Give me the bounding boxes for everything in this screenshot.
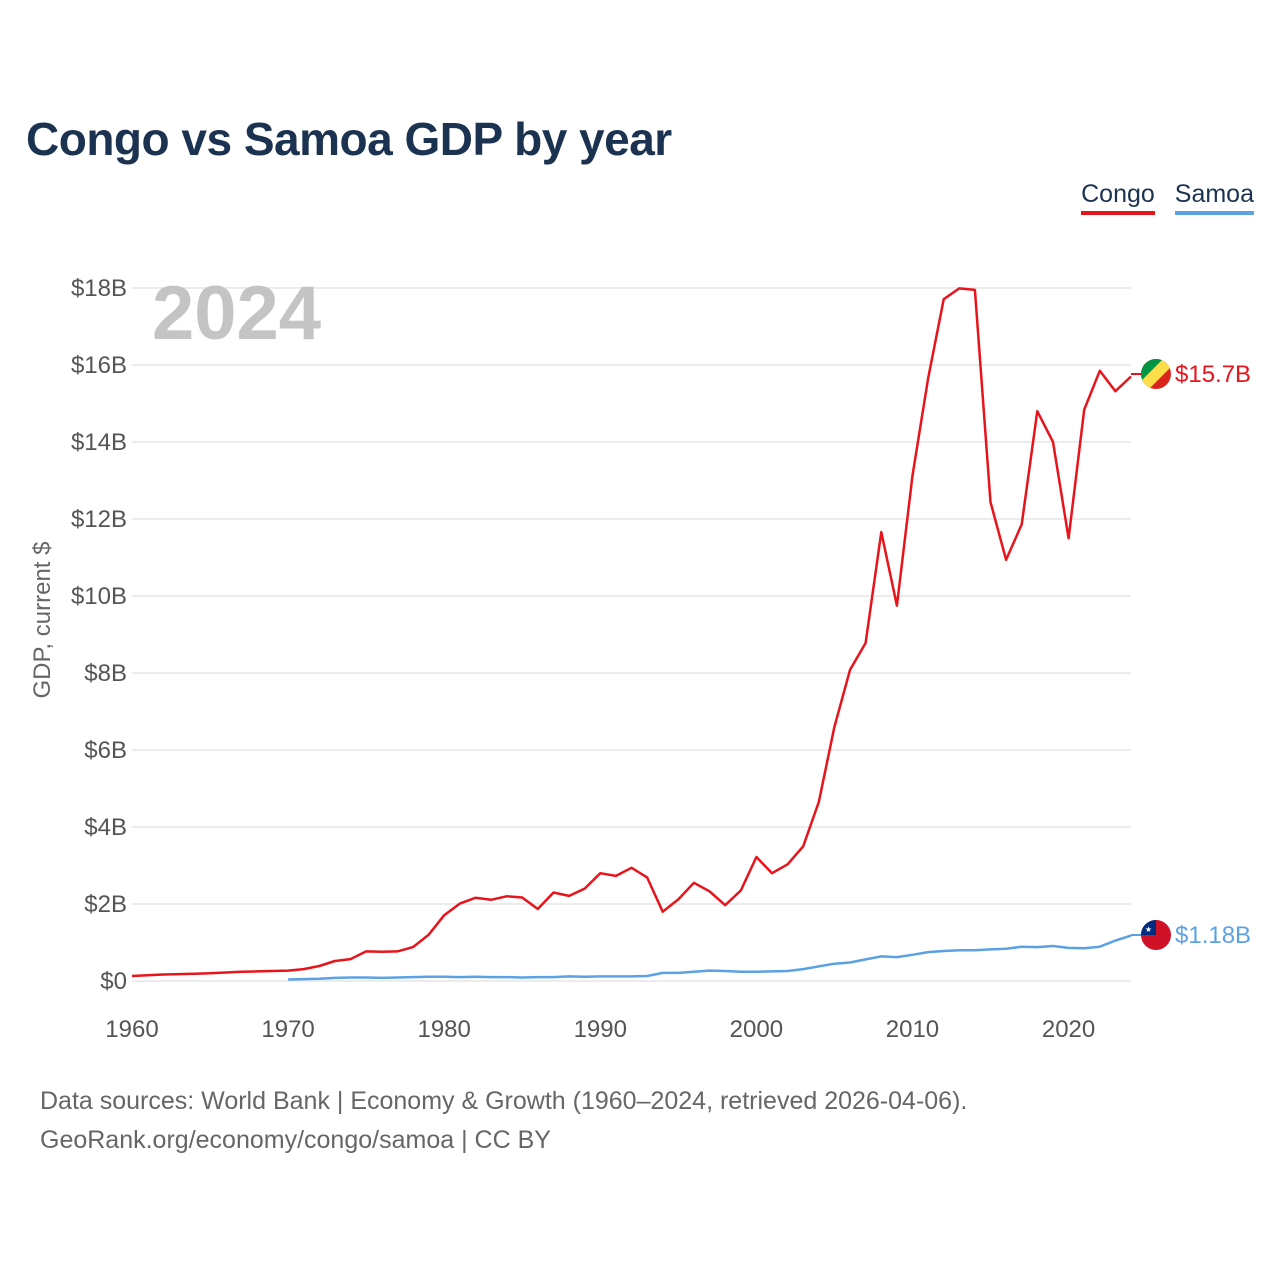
legend: Congo Samoa [1081, 180, 1254, 215]
congo-flag-icon [1141, 359, 1171, 389]
y-tick-label: $14B [71, 429, 127, 456]
y-tick-label: $16B [71, 352, 127, 379]
data-source-note: Data sources: World Bank | Economy & Gro… [40, 1087, 968, 1115]
y-axis-ticks: $0 $2B $4B $6B $8B $10B $12B $14B $16B $18B [71, 275, 127, 995]
legend-item-samoa[interactable]: Samoa [1174, 180, 1254, 215]
chart-title: Congo vs Samoa GDP by year [26, 113, 672, 165]
x-tick-label: 2020 [1042, 1016, 1095, 1043]
y-tick-label: $2B [84, 891, 127, 918]
footer: Data sources: World Bank | Economy & Gro… [40, 1082, 967, 1160]
year-watermark: 2024 [152, 271, 321, 356]
y-axis-title: GDP, current $ [29, 542, 56, 699]
y-tick-label: $12B [71, 506, 127, 533]
y-tick-label: $18B [71, 275, 127, 302]
series-line-samoa [288, 934, 1132, 981]
x-axis-ticks: 1960 1970 1980 1990 2000 2010 2020 [105, 1016, 1095, 1043]
samoa-flag-icon: ★ [1141, 920, 1171, 950]
series-line-congo [131, 287, 1132, 978]
y-tick-label: $10B [71, 583, 127, 610]
x-tick-label: 1970 [261, 1016, 314, 1043]
series-lines [131, 287, 1132, 981]
samoa-end-marker: ★ $1.18B [1131, 920, 1251, 950]
y-tick-label: $4B [84, 814, 127, 841]
x-tick-label: 1990 [574, 1016, 627, 1043]
samoa-end-value-label: $1.18B [1175, 922, 1251, 949]
y-tick-label: $6B [84, 737, 127, 764]
y-tick-label: $0 [100, 968, 127, 995]
attribution-note: GeoRank.org/economy/congo/samoa | CC BY [40, 1126, 551, 1154]
legend-item-congo[interactable]: Congo [1081, 180, 1155, 215]
x-tick-label: 2000 [730, 1016, 783, 1043]
svg-text:★: ★ [1145, 925, 1152, 934]
congo-end-marker: $15.7B [1131, 359, 1251, 389]
congo-end-value-label: $15.7B [1175, 361, 1251, 388]
x-tick-label: 1960 [105, 1016, 158, 1043]
x-tick-label: 2010 [886, 1016, 939, 1043]
y-tick-label: $8B [84, 660, 127, 687]
x-tick-label: 1980 [417, 1016, 470, 1043]
